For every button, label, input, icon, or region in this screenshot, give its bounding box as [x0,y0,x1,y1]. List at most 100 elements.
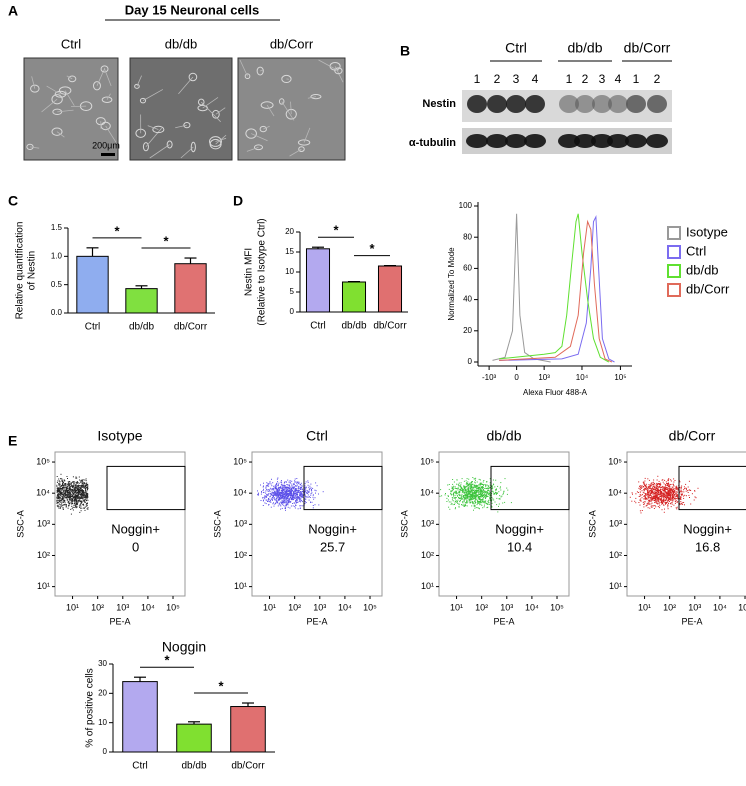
event-dot [295,496,297,498]
event-dot [675,491,677,493]
event-dot [289,493,291,495]
event-dot [639,504,641,506]
event-dot [673,504,675,506]
event-dot [671,502,673,504]
event-dot [656,497,658,499]
event-dot [498,491,500,493]
event-dot [61,498,63,500]
event-dot [286,481,287,483]
event-dot [482,497,484,499]
event-dot [653,499,655,501]
event-dot [635,493,637,495]
neurite [215,137,227,142]
event-dot [268,485,270,487]
event-dot [67,492,69,494]
event-dot [296,496,298,498]
event-dot [61,478,63,480]
event-dot [468,492,470,494]
event-dot [675,507,677,509]
event-dot [77,503,79,505]
event-dot [482,499,484,501]
event-dot [290,494,292,496]
event-dot [290,487,292,489]
event-dot [63,479,65,481]
event-dot [70,513,72,515]
neurite [200,101,221,123]
event-dot [479,501,481,503]
event-dot [298,496,300,498]
event-dot [83,496,85,498]
event-dot [64,495,66,497]
event-dot [644,483,646,485]
event-dot [58,484,60,485]
event-dot [667,494,669,496]
event-dot [304,494,306,496]
event-dot [647,507,649,509]
event-dot [644,477,646,479]
event-dot [272,499,274,501]
event-dot [70,495,72,497]
event-dot [631,492,633,494]
x-tick-label: 10⁵ [363,602,377,612]
event-dot [648,503,650,505]
event-dot [668,489,670,491]
event-dot [66,498,68,500]
event-dot [291,496,293,498]
event-dot [480,493,482,495]
event-dot [56,491,58,493]
event-dot [489,494,491,496]
event-dot [472,497,474,499]
event-dot [272,499,273,501]
event-dot [297,488,299,490]
event-dot [648,497,650,499]
event-dot [273,488,275,490]
event-dot [79,511,81,513]
event-dot [656,494,658,496]
event-dot [64,496,66,498]
event-dot [288,494,290,496]
event-dot [278,498,280,500]
event-dot [68,487,70,489]
event-dot [79,491,81,492]
event-dot [296,490,298,491]
event-dot [68,490,70,492]
event-dot [262,490,264,491]
event-dot [645,493,647,495]
event-dot [638,496,640,497]
event-dot [465,490,467,492]
event-dot [680,503,682,505]
event-dot [484,493,486,495]
event-dot [480,496,482,498]
event-dot [87,495,88,497]
event-dot [474,503,476,505]
event-dot [62,493,64,495]
cell [197,98,205,106]
event-dot [463,492,465,494]
event-dot [80,507,82,509]
event-dot [83,487,85,489]
event-dot [451,494,452,496]
event-dot [59,501,61,503]
event-dot [680,497,682,499]
event-dot [311,489,312,490]
event-dot [294,488,296,490]
event-dot [74,493,75,495]
event-dot [644,488,645,490]
event-dot [458,487,460,489]
event-dot [483,496,485,498]
event-dot [296,494,298,496]
event-dot [649,490,651,492]
gate-label: Noggin+ [495,521,544,536]
event-dot [284,506,286,508]
event-dot [650,491,652,493]
event-dot [86,492,87,494]
event-dot [666,485,668,487]
neurite [145,127,162,147]
event-dot [481,487,483,488]
event-dot [453,485,455,487]
row-label: Nestin [422,98,456,110]
event-dot [653,508,655,509]
event-dot [469,498,471,500]
event-dot [485,485,487,487]
event-dot [674,490,676,491]
